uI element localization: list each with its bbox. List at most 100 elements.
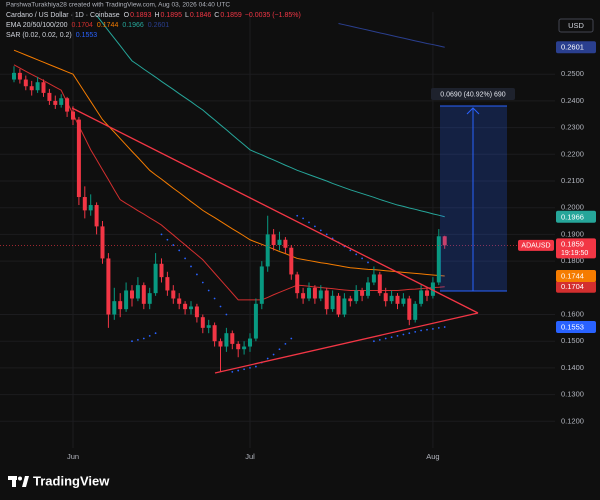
- price-tag-box: [556, 270, 596, 283]
- candle-body: [407, 298, 412, 320]
- sar-dot: [314, 225, 316, 228]
- trendline: [71, 107, 479, 314]
- sar-dot: [213, 297, 216, 300]
- x-tick-label: Aug: [426, 452, 439, 461]
- candle-body: [430, 282, 435, 296]
- candle-body: [301, 293, 306, 299]
- sar-dot: [255, 365, 257, 368]
- legend-item: 0.1744: [97, 22, 119, 29]
- candle-body: [230, 333, 235, 344]
- candle-body: [12, 72, 16, 80]
- sar-dot: [402, 333, 405, 336]
- candle-body: [318, 290, 323, 299]
- candle-body: [360, 290, 365, 296]
- candle-body: [253, 303, 258, 339]
- sar-dot: [290, 337, 293, 340]
- price-tag: 0.1859: [561, 239, 584, 248]
- candle-body: [236, 343, 241, 350]
- sar-dot: [172, 244, 175, 246]
- y-tick-label: 0.1500: [561, 336, 584, 345]
- currency-box: [558, 18, 594, 33]
- legend-item: −0.0035 (−1.85%): [245, 12, 301, 19]
- candle-body: [389, 295, 394, 302]
- candle-body: [218, 341, 223, 347]
- candle-body: [289, 247, 294, 275]
- candle-body: [194, 306, 199, 318]
- candle-body: [94, 205, 99, 227]
- legend-line: EMA 20/50/100/200 0.1704 0.1744 0.1966 0.260…: [6, 22, 169, 29]
- sar-dot: [272, 353, 275, 356]
- candle-body: [53, 100, 58, 105]
- candle-body: [383, 293, 388, 302]
- sar-dot: [201, 281, 204, 284]
- drawings: 0.0690 (40.92%) 690: [71, 88, 515, 374]
- candle-body: [395, 295, 400, 304]
- candle-body: [265, 234, 270, 267]
- sar-dot: [349, 249, 352, 252]
- sar-dot: [437, 326, 440, 329]
- ema-line: [13, 64, 445, 301]
- price-tag: 0.1704: [561, 282, 584, 291]
- sar-dot: [426, 328, 428, 331]
- legend-item: 0.1846: [190, 12, 212, 19]
- price-axis: 0.1200 0.1300 0.1400 0.1500 0.1600 0.1800 0.19…: [67, 41, 596, 461]
- sar-dot: [420, 329, 422, 332]
- candle-body: [189, 306, 193, 310]
- y-tick-label: 0.1600: [561, 309, 584, 318]
- candle-body: [324, 290, 329, 310]
- legend-item: 0.1553: [76, 32, 98, 39]
- y-tick-label: 0.2000: [561, 203, 584, 212]
- candle-body: [88, 205, 93, 211]
- candle-body: [354, 290, 359, 302]
- measure-label: 0.0690 (40.92%) 690: [440, 91, 505, 98]
- brand: TradingView: [33, 473, 110, 488]
- sar-dot: [414, 330, 417, 333]
- candle-body: [100, 226, 105, 259]
- legend-item: EMA 20/50/100/200: [6, 22, 68, 29]
- y-tick-label: 0.2200: [561, 149, 584, 158]
- candle-body: [271, 234, 276, 246]
- candle-body: [436, 236, 441, 283]
- candle-body: [342, 298, 347, 315]
- symbol-tag-box: [518, 239, 554, 251]
- legend-item: 0.1893: [130, 12, 152, 19]
- candle-body: [312, 287, 317, 299]
- legend-item: Cardano / US Dollar · 1D · Coinbase: [6, 12, 120, 19]
- candle-body: [330, 295, 335, 310]
- sar-dot: [443, 326, 446, 328]
- sar-dot: [319, 229, 322, 232]
- logo-shape: [12, 476, 16, 487]
- legend-item: 0.1704: [72, 22, 94, 29]
- sar-dot: [131, 340, 133, 343]
- sar-dot: [296, 214, 299, 217]
- ema-line: [13, 49, 445, 277]
- candle-body: [82, 197, 87, 211]
- candle-body: [336, 295, 341, 315]
- candle-body: [224, 333, 229, 347]
- price-tag-box: [556, 321, 596, 334]
- candle-body: [242, 346, 247, 350]
- y-tick-label: 0.2300: [561, 123, 584, 132]
- y-tick-label: 0.1400: [561, 363, 584, 372]
- sar-dot: [284, 342, 287, 345]
- y-tick-label: 0.2500: [561, 69, 584, 78]
- candle-body: [248, 338, 252, 347]
- candle-body: [348, 298, 353, 302]
- candle-body: [377, 274, 382, 294]
- x-tick-label: Jul: [245, 452, 255, 461]
- sar-dot: [266, 357, 269, 360]
- legend-item: H: [154, 12, 159, 19]
- sar-dot: [137, 338, 139, 341]
- price-tag: 0.2601: [561, 43, 584, 52]
- candle-body: [277, 239, 282, 246]
- candle-body: [130, 290, 134, 299]
- sar-dot: [219, 305, 222, 308]
- sar-dot: [355, 253, 358, 256]
- sar-dot: [408, 332, 411, 335]
- sar-dot: [361, 257, 363, 260]
- legend-item: 0.2601: [148, 22, 170, 29]
- price-tag: 0.1744: [561, 272, 584, 281]
- y-tick-label: 0.1800: [561, 256, 584, 265]
- sar-dot: [249, 367, 251, 369]
- price-tag-box: [556, 41, 596, 54]
